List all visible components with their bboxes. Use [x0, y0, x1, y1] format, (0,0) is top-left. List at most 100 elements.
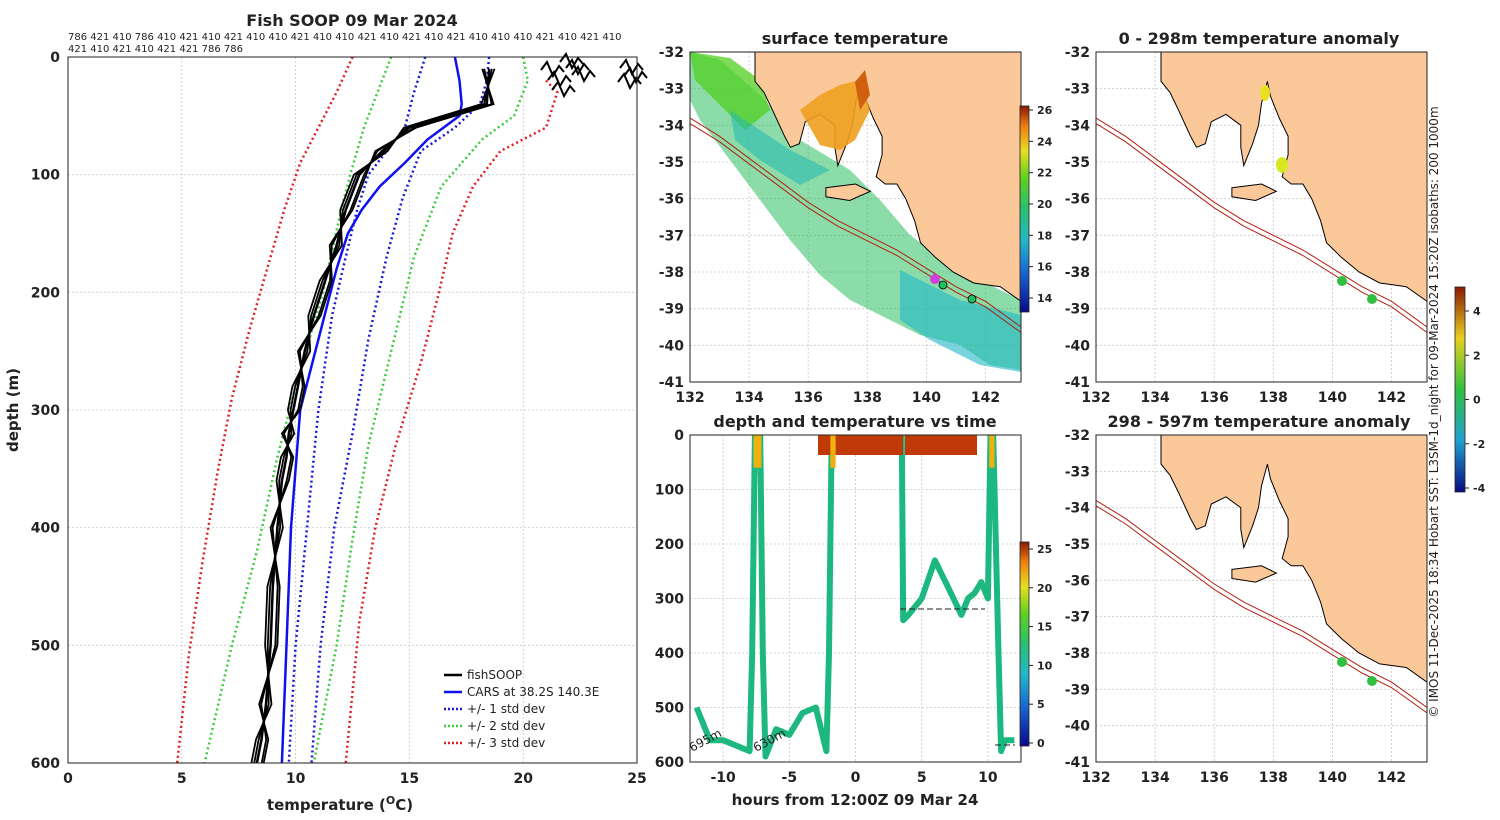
ts-y-tick: 300 — [655, 592, 684, 608]
profile-y-label: depth (m) — [4, 368, 22, 452]
ts-y-tick: 100 — [655, 483, 684, 499]
timeseries-x-label: hours from 12:00Z 09 Mar 24 — [732, 791, 979, 809]
a2-x-tick: 142 — [1377, 770, 1406, 786]
profile-x-tick: 15 — [400, 771, 419, 787]
legend-cars: CARS at 38.2S 140.3E — [467, 685, 599, 699]
timeseries-surface-block2 — [905, 435, 977, 455]
sst-colorbar — [1019, 105, 1030, 313]
ts-y-tick: 600 — [655, 755, 684, 771]
profile-series--1-std-dev — [287, 56, 427, 764]
a2-x-tick: 132 — [1081, 770, 1110, 786]
profile-y-tick: 0 — [50, 50, 60, 66]
sst-swath-warm — [690, 52, 770, 130]
a1-y-tick: -37 — [1065, 228, 1090, 244]
ts-y-tick: 400 — [655, 646, 684, 662]
a2-y-tick: -37 — [1065, 610, 1090, 626]
anomaly-deep-x-ticks: 132 134 136 138 140 142 — [1081, 770, 1406, 786]
anomaly-deep-title: 298 - 597m temperature anomaly — [1108, 412, 1411, 431]
a1-y-tick: -36 — [1065, 192, 1090, 208]
a2-y-tick: -33 — [1065, 464, 1090, 480]
a2-kangaroo-island — [1231, 565, 1278, 583]
sst-y-ticks: -32 -33 -34 -35 -36 -37 -38 -39 -40 -41 — [659, 45, 685, 391]
a1-y-tick: -34 — [1065, 118, 1091, 134]
colorbar-tick-label: 5 — [1037, 698, 1045, 711]
legend-std3: +/- 3 std dev — [467, 736, 545, 750]
anomaly-colorbar-ticks: 4 2 0 -2 -4 — [1465, 305, 1486, 495]
colorbar-tick-label: 25 — [1037, 543, 1052, 556]
sst-y-tick: -34 — [659, 118, 685, 134]
colorbar-tick-label: 18 — [1037, 229, 1052, 242]
profile-series-fishsoop-cast — [250, 68, 496, 764]
profile-x-tick: 20 — [513, 771, 533, 787]
anomaly-shallow-isobath-200 — [1096, 117, 1427, 328]
profile-series-fishsoop-cast — [253, 68, 493, 764]
anomaly-shallow-x-ticks: 132 134 136 138 140 142 — [1081, 390, 1406, 406]
sst-gulf-warm — [800, 80, 870, 150]
legend-std2: +/- 2 std dev — [467, 719, 545, 733]
a2-y-tick: -34 — [1065, 501, 1091, 517]
anomaly-deep-y-ticks: -32 -33 -34 -35 -36 -37 -38 -39 -40 -41 — [1065, 428, 1091, 771]
profile-series-fishsoop-cast — [258, 68, 495, 764]
anomaly-shallow-marker3 — [1337, 276, 1347, 286]
anomaly-deep-land — [1160, 435, 1427, 683]
profile-y-tick: 100 — [31, 168, 60, 184]
sst-y-tick: -37 — [659, 228, 684, 244]
anomaly-shallow-marker4 — [1367, 294, 1377, 304]
sst-x-tick: 134 — [734, 390, 763, 406]
a2-x-tick: 138 — [1259, 770, 1288, 786]
profile-series--3-std-dev — [175, 56, 354, 764]
anomaly-deep-box — [1095, 434, 1428, 763]
timeseries-colorbar-ticks: 25 20 15 10 5 0 — [1029, 543, 1053, 750]
a1-kangaroo-island — [1231, 183, 1278, 202]
anomaly-shallow-land — [1160, 52, 1427, 302]
sst-y-tick: -40 — [659, 338, 685, 354]
a1-y-tick: -41 — [1065, 375, 1090, 391]
anomaly-deep-panel: 298 - 597m temperature anomaly 132 134 136… — [1065, 412, 1428, 786]
profile-series--2-std-dev — [203, 56, 393, 764]
colorbar-tick-label: 0 — [1037, 737, 1045, 750]
profile-x-tick: 25 — [627, 771, 646, 787]
ts-x-tick: -10 — [710, 770, 736, 786]
ts-warm-segment — [753, 435, 762, 468]
sst-y-tick: -39 — [659, 302, 684, 318]
a1-mainland — [1160, 52, 1427, 302]
colorbar-tick-label: 26 — [1037, 104, 1053, 117]
a2-x-tick: 136 — [1200, 770, 1229, 786]
a2-y-tick: -32 — [1065, 428, 1090, 444]
ts-x-tick: 10 — [978, 770, 998, 786]
sst-isobath-200 — [690, 117, 1021, 328]
profile-y-tick: 200 — [31, 285, 60, 301]
ts-x-tick: 0 — [851, 770, 861, 786]
sst-marker-magenta — [930, 274, 940, 284]
timeseries-title: depth and temperature vs time — [713, 412, 996, 431]
profile-surface-cast — [565, 58, 590, 77]
a2-x-tick: 140 — [1318, 770, 1347, 786]
sst-marker-green2 — [967, 294, 977, 304]
anomaly-shallow-isobath-1000 — [1096, 123, 1427, 333]
a1-x-tick: 132 — [1081, 390, 1110, 406]
timeseries-surface-block1 — [818, 435, 903, 455]
profile-lines — [175, 52, 648, 764]
sst-y-tick: -33 — [659, 82, 684, 98]
profile-legend: fishSOOP CARS at 38.2S 140.3E +/- 1 std … — [444, 668, 599, 750]
a1-y-tick: -40 — [1065, 338, 1091, 354]
colorbar-tick-label: -2 — [1473, 438, 1485, 451]
colorbar-tick-label: 0 — [1473, 394, 1481, 407]
profile-ids-line2: 421 410 421 410 421 421 786 786 — [68, 44, 243, 55]
profile-surface-cast — [617, 72, 642, 91]
colorbar-tick-label: 20 — [1037, 582, 1053, 595]
sst-y-tick: -41 — [659, 375, 684, 391]
a2-mainland — [1160, 435, 1427, 683]
profile-series--3-std-dev — [344, 79, 559, 764]
profile-y-tick: 600 — [31, 756, 60, 772]
a1-y-tick: -33 — [1065, 82, 1090, 98]
a1-x-tick: 142 — [1377, 390, 1406, 406]
anomaly-deep-marker1 — [1337, 657, 1347, 667]
anomaly-deep-isobath-200 — [1096, 499, 1427, 708]
ts-x-tick: -5 — [782, 770, 798, 786]
timeseries-x-ticks: -10 -5 0 5 10 — [710, 770, 997, 786]
sst-x-tick: 136 — [794, 390, 823, 406]
sst-y-tick: -38 — [659, 265, 684, 281]
sst-map-title: surface temperature — [762, 29, 949, 48]
anomaly-shallow-panel: 0 - 298m temperature anomaly 132 134 136 13… — [1065, 29, 1428, 406]
